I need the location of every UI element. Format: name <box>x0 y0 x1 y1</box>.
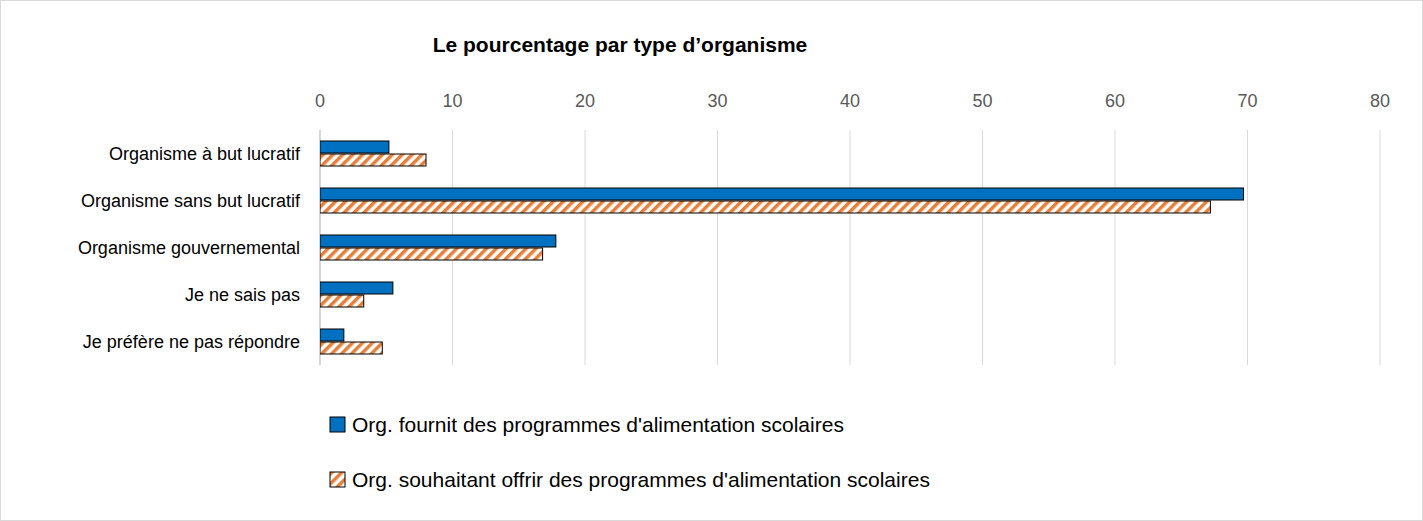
tick-label: 40 <box>840 91 860 111</box>
grid-line <box>1115 130 1116 365</box>
legend: Org. fournit des programmes d'alimentati… <box>330 413 930 491</box>
tick-label: 30 <box>707 91 727 111</box>
grid-line <box>1247 130 1248 365</box>
tick-label: 20 <box>575 91 595 111</box>
bar <box>320 141 389 153</box>
legend-swatch <box>330 472 345 487</box>
category-label: Organisme à but lucratif <box>109 144 301 164</box>
bar <box>320 329 344 341</box>
category-label: Je préfère ne pas répondre <box>83 332 300 352</box>
bar <box>320 201 1210 213</box>
legend-swatch <box>330 417 345 432</box>
bars <box>320 141 1244 354</box>
chart-svg: Le pourcentage par type d’organisme 0 10 20… <box>0 0 1423 521</box>
grid-line <box>1380 130 1381 365</box>
grid-line <box>717 130 718 365</box>
chart-container: Le pourcentage par type d’organisme 0 10 20… <box>0 0 1423 521</box>
grid-line <box>585 130 586 365</box>
category-label: Organisme gouvernemental <box>78 238 300 258</box>
bar <box>320 235 556 247</box>
tick-label: 50 <box>972 91 992 111</box>
bar <box>320 188 1244 200</box>
category-label: Je ne sais pas <box>185 285 300 305</box>
bar <box>320 342 382 354</box>
tick-label: 70 <box>1237 91 1257 111</box>
category-label: Organisme sans but lucratif <box>81 191 301 211</box>
chart-title: Le pourcentage par type d’organisme <box>433 33 808 56</box>
bar <box>320 154 426 166</box>
bar <box>320 282 393 294</box>
tick-label: 80 <box>1370 91 1390 111</box>
tick-label: 0 <box>315 91 325 111</box>
legend-label: Org. fournit des programmes d'alimentati… <box>352 413 844 436</box>
bar <box>320 248 543 260</box>
tick-label: 10 <box>442 91 462 111</box>
legend-label: Org. souhaitant offrir des programmes d'… <box>352 468 930 491</box>
grid-line <box>850 130 851 365</box>
chart-frame <box>1 1 1423 521</box>
grid-line <box>982 130 983 365</box>
tick-label: 60 <box>1105 91 1125 111</box>
bar <box>320 295 364 307</box>
